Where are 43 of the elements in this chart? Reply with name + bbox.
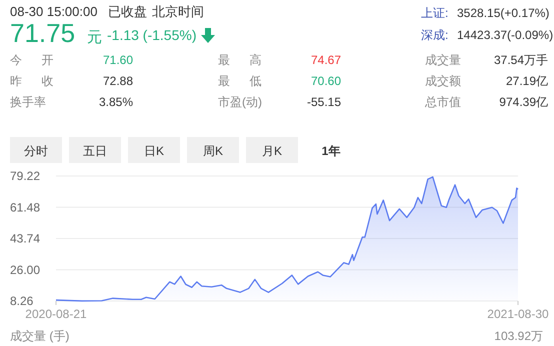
text: 周K xyxy=(202,144,224,158)
text: 成交额 xyxy=(425,74,461,88)
text: 最 高 xyxy=(218,53,270,67)
text: 71.75 xyxy=(10,18,76,48)
y-tick-label: 8.26 xyxy=(10,294,34,308)
text: 昨 收 xyxy=(10,74,62,88)
text: 3528.15(+0.17%) xyxy=(457,6,550,20)
text: 月K xyxy=(262,144,282,158)
text: 08-30 15:00:00 xyxy=(10,4,98,19)
text: 成交量 (手) xyxy=(10,329,70,343)
text: 70.60 xyxy=(310,74,342,88)
text: 分时 xyxy=(24,144,48,158)
x-tick-label: 2021-08-30 xyxy=(487,307,550,321)
text: 3.85% xyxy=(98,95,134,109)
text: 市盈(动) xyxy=(218,95,262,109)
text: 最 低 xyxy=(218,74,270,88)
text: -1.13 (-1.55%) xyxy=(107,27,196,43)
text: 71.60 xyxy=(102,53,134,67)
text: -55.15 xyxy=(306,95,342,109)
text: 74.67 xyxy=(310,53,342,67)
y-tick-label: 61.48 xyxy=(10,200,40,214)
text: 上证: xyxy=(421,6,448,20)
text: 103.92万 xyxy=(494,329,543,343)
y-tick-label: 26.00 xyxy=(10,262,40,277)
text: 元 xyxy=(87,29,102,46)
text: 总市值 xyxy=(424,95,461,109)
y-tick-label: 79.22 xyxy=(10,169,40,183)
text: 72.88 xyxy=(102,74,134,88)
text: 974.39亿 xyxy=(499,95,548,109)
text: 1年 xyxy=(322,144,340,158)
text: 五日 xyxy=(83,144,107,158)
text: 14423.37(-0.09%) xyxy=(457,28,554,42)
text: 37.54万手 xyxy=(494,53,548,67)
text: 今 开 xyxy=(10,53,62,67)
text: 北京时间 xyxy=(152,4,204,19)
y-tick-label: 43.74 xyxy=(10,232,40,246)
text: 换手率 xyxy=(10,95,46,109)
text: 日K xyxy=(144,144,164,158)
text: 已收盘 xyxy=(108,4,147,19)
x-tick-label: 2020-08-21 xyxy=(25,307,88,321)
text: 27.19亿 xyxy=(506,74,548,88)
text: 成交量 xyxy=(425,53,461,67)
text: 深成: xyxy=(421,28,448,42)
